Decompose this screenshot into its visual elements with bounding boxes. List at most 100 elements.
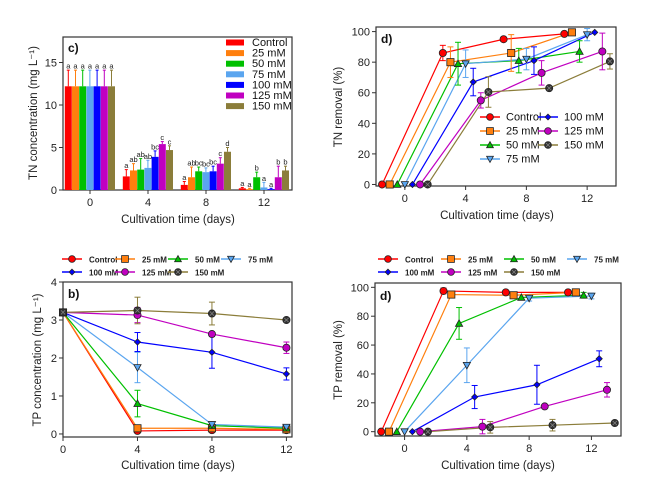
legend-marker xyxy=(544,113,552,121)
data-point xyxy=(598,47,607,56)
bar xyxy=(224,151,231,190)
data-point xyxy=(517,293,526,301)
bar xyxy=(188,177,195,190)
bar xyxy=(238,188,246,190)
data-point-cross xyxy=(284,317,289,323)
data-point xyxy=(509,291,518,300)
significance-label: a xyxy=(247,180,252,189)
plot-frame xyxy=(62,36,293,191)
y-axis-label: TN removal (%) xyxy=(333,67,345,148)
bar xyxy=(72,86,79,190)
series-line xyxy=(62,309,287,321)
data-point xyxy=(602,385,611,394)
y-axis-label: TN concentration (mg L⁻¹) xyxy=(28,46,40,180)
legend-label: 125 mM xyxy=(468,269,498,278)
legend-label: 150 mM xyxy=(564,140,604,152)
significance-label: ab xyxy=(129,155,137,164)
data-point xyxy=(462,361,472,370)
bar xyxy=(166,150,173,190)
y-tick-label: 40 xyxy=(357,369,369,381)
bar xyxy=(144,167,152,190)
data-point xyxy=(133,399,142,407)
x-tick-label: 12 xyxy=(258,197,270,209)
x-tick-label: 8 xyxy=(209,444,215,456)
legend-label: 75 mM xyxy=(252,69,286,81)
data-point xyxy=(522,55,531,64)
significance-label: a xyxy=(124,161,129,170)
y-tick-label: 20 xyxy=(357,398,369,410)
significance-label: a xyxy=(81,62,86,71)
data-point-cross xyxy=(487,424,493,430)
legend-label: 25 mM xyxy=(468,256,493,265)
legend-marker-cross xyxy=(511,269,517,275)
bar xyxy=(100,86,108,190)
data-point xyxy=(377,427,386,436)
y-tick-label: 4 xyxy=(51,277,57,289)
significance-label: a xyxy=(88,62,93,71)
series-line xyxy=(412,358,600,433)
series-line xyxy=(396,294,584,432)
significance-label: ab xyxy=(144,152,152,161)
data-point-cross xyxy=(485,89,491,95)
y-tick-label: 0 xyxy=(51,429,57,441)
data-point xyxy=(207,421,217,429)
legend-label: 50 mM xyxy=(195,256,220,265)
data-point xyxy=(507,48,516,57)
data-point xyxy=(282,370,291,378)
y-tick-label: 15 xyxy=(45,58,57,70)
data-point xyxy=(282,423,291,432)
data-point xyxy=(560,29,569,38)
data-point xyxy=(571,288,580,297)
data-point xyxy=(447,290,456,299)
data-point-cross xyxy=(60,309,66,315)
significance-label: b xyxy=(283,158,287,167)
bar xyxy=(151,156,159,190)
data-point xyxy=(499,35,508,44)
bar xyxy=(209,171,217,190)
data-point xyxy=(587,292,596,301)
legend-swatch xyxy=(226,92,244,99)
significance-label: ab xyxy=(187,159,195,168)
x-axis-label: Cultivation time (days) xyxy=(440,210,554,222)
data-point xyxy=(416,180,425,189)
bar xyxy=(180,184,188,190)
series-line xyxy=(420,389,608,433)
legend-marker xyxy=(68,268,76,276)
y-tick-label: 80 xyxy=(357,311,369,323)
series-line xyxy=(389,31,573,185)
significance-label: a xyxy=(95,62,100,71)
data-point xyxy=(207,330,216,339)
x-tick-label: 8 xyxy=(203,197,209,209)
legend-label: Control xyxy=(405,256,433,265)
significance-label: bc xyxy=(202,159,210,168)
x-tick-label: 4 xyxy=(464,443,470,455)
legend-swatch xyxy=(226,103,244,110)
legend-label: 150 mM xyxy=(195,269,225,278)
legend-marker xyxy=(384,268,392,276)
data-point xyxy=(461,60,470,69)
legend-label: 100 mM xyxy=(564,112,604,124)
legend-marker xyxy=(485,140,495,149)
x-tick-label: 12 xyxy=(280,444,292,456)
legend-label: 25 mM xyxy=(506,126,540,138)
data-point xyxy=(469,78,477,86)
significance-label: a xyxy=(73,62,78,71)
data-point xyxy=(400,428,409,437)
data-point xyxy=(133,338,142,346)
legend-marker xyxy=(486,113,494,121)
y-tick-label: 5 xyxy=(51,143,57,155)
bar xyxy=(202,172,210,190)
legend-marker xyxy=(121,255,129,263)
legend-swatch xyxy=(226,71,244,78)
data-point xyxy=(501,288,510,297)
legend-swatch xyxy=(226,60,244,67)
y-tick-label: 3 xyxy=(51,315,57,327)
y-tick-label: 100 xyxy=(351,282,369,294)
legend-marker xyxy=(226,255,236,264)
data-point xyxy=(438,48,447,57)
series-line xyxy=(381,33,565,185)
legend-label: Control xyxy=(89,256,117,265)
